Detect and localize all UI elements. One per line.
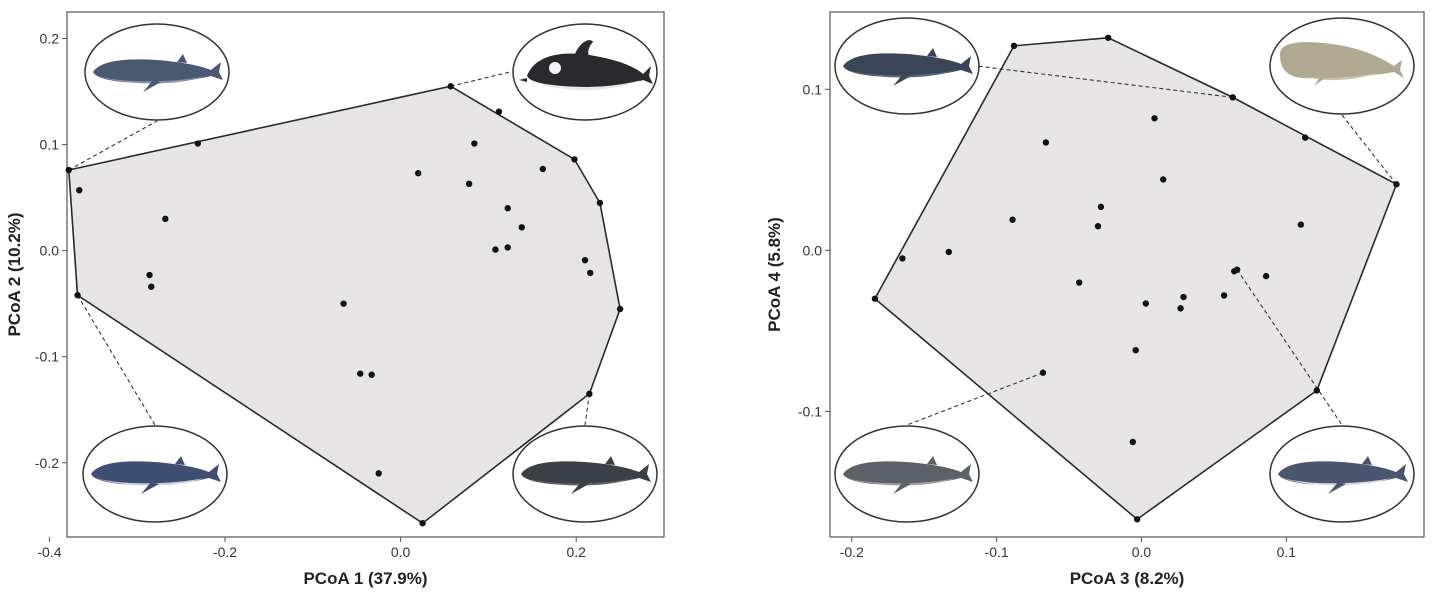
pcoa-panel-1: -0.4 -0.2 0.0 0.2 0.2 0.1 0.0 -0.1 -0.2 PCoA 1 (3… [5, 11, 665, 588]
data-point [518, 224, 525, 231]
data-point [74, 291, 81, 299]
data-point [76, 186, 83, 194]
data-point [1042, 139, 1050, 146]
x-tick-label: 0.1 [1277, 544, 1297, 560]
data-point [1075, 279, 1083, 286]
y-tick-label: -0.1 [798, 403, 822, 419]
y-tick-label: 0.1 [803, 81, 823, 97]
leader-line [584, 393, 590, 426]
data-point [471, 140, 478, 147]
y-axis-label: PCoA 4 (5.8%) [765, 217, 784, 332]
y-tick-label: 0.0 [40, 243, 60, 259]
right-whale-icon [834, 17, 980, 115]
data-point [587, 269, 594, 277]
x-tick-label: 0.0 [1132, 544, 1152, 560]
y-tick-label: 0.1 [40, 137, 60, 153]
data-point [539, 165, 547, 173]
data-point [504, 205, 511, 212]
data-point [194, 140, 202, 147]
data-point [414, 170, 422, 177]
leader-line [976, 65, 1233, 98]
data-point [1097, 203, 1105, 211]
data-point [65, 166, 72, 174]
x-tick-label: -0.2 [213, 544, 237, 560]
data-point [1262, 272, 1270, 280]
data-point [1104, 34, 1112, 41]
data-point [1009, 216, 1016, 223]
fin-whale-icon [1269, 425, 1415, 523]
data-point [1129, 438, 1136, 446]
data-point [447, 83, 454, 90]
data-point [1160, 176, 1167, 183]
dolphin-icon [512, 23, 658, 121]
y-tick-label: 0.0 [803, 242, 823, 258]
leader-line [906, 372, 1044, 426]
data-point [148, 283, 155, 290]
data-point [571, 156, 578, 163]
data-point [1142, 300, 1150, 307]
data-point [1229, 94, 1236, 101]
data-point [1094, 222, 1102, 230]
leader-line [1341, 114, 1397, 185]
data-point [1297, 221, 1305, 228]
y-tick-label: -0.1 [35, 349, 59, 365]
x-tick-label: 0.0 [391, 544, 411, 560]
data-point [340, 300, 347, 307]
data-point [419, 520, 426, 527]
data-point [465, 180, 473, 188]
data-point [1133, 516, 1141, 523]
rorqual-whale-icon [84, 23, 230, 121]
x-tick-label: -0.4 [37, 544, 61, 560]
pcoa-panel-2: -0.2 -0.1 0.0 0.1 0.1 0.0 -0.1 PCoA 3 (8.2%) PCo… [765, 11, 1425, 588]
data-point [368, 371, 375, 378]
data-point [146, 271, 153, 279]
data-point [945, 248, 952, 256]
data-point [616, 305, 624, 313]
data-point [1393, 181, 1400, 188]
x-axis-label: PCoA 3 (8.2%) [1070, 569, 1185, 588]
leader-line [68, 120, 158, 171]
x-axis-label: PCoA 1 (37.9%) [303, 569, 427, 588]
y-tick-label: -0.2 [35, 455, 59, 471]
data-point [1313, 387, 1320, 394]
data-point [495, 108, 503, 115]
data-point [1151, 115, 1158, 122]
data-point [581, 256, 589, 264]
convex-hull [873, 36, 1398, 521]
minke-whale-icon [82, 425, 228, 523]
data-point [596, 199, 604, 207]
data-point [1220, 292, 1228, 299]
data-point [1302, 134, 1309, 141]
data-point [504, 244, 511, 251]
data-point [375, 470, 382, 477]
x-tick-label: -0.1 [985, 544, 1009, 560]
gray-whale-icon [834, 425, 980, 523]
data-point [586, 390, 593, 398]
y-tick-label: 0.2 [40, 31, 60, 47]
data-point [1132, 346, 1139, 354]
leader-line [450, 71, 511, 87]
data-point [1177, 305, 1184, 312]
data-point [492, 246, 499, 253]
data-point [1039, 369, 1047, 376]
leader-line [1236, 269, 1343, 426]
x-tick-label: 0.2 [566, 544, 586, 560]
data-point [1180, 293, 1187, 301]
beaked-whale-icon [512, 425, 658, 523]
data-point [1233, 266, 1241, 273]
data-point [162, 215, 169, 223]
sperm-whale-icon [1269, 17, 1415, 115]
y-axis-label: PCoA 2 (10.2%) [5, 212, 24, 336]
data-point [871, 295, 879, 302]
data-point [1010, 42, 1018, 50]
data-point [357, 370, 364, 377]
data-point [899, 255, 906, 262]
x-tick-label: -0.2 [840, 544, 864, 560]
